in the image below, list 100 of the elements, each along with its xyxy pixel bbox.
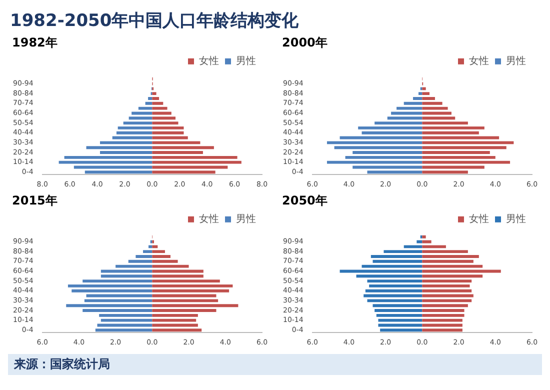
bar — [396, 106, 422, 110]
bar — [95, 328, 152, 332]
legend-label: 男性 — [506, 212, 526, 225]
bar — [422, 289, 472, 292]
bar — [352, 151, 422, 154]
bar — [152, 264, 189, 268]
bar — [66, 304, 152, 308]
bar — [152, 126, 184, 130]
bar — [152, 97, 160, 100]
bar — [404, 245, 422, 248]
text: 1982-2050年中国人口年龄结构变化 — [9, 10, 300, 33]
bar — [116, 131, 152, 134]
bar — [152, 280, 220, 283]
bar — [422, 160, 510, 164]
chart-title: 2015年 — [12, 193, 58, 208]
bar — [422, 280, 472, 283]
bar — [345, 156, 422, 159]
bar — [422, 314, 464, 317]
legend-label: 女性 — [199, 212, 219, 225]
bar — [152, 284, 233, 288]
chart-title: 2000年 — [282, 35, 328, 50]
legend-label: 男性 — [236, 54, 256, 67]
bar — [152, 318, 196, 322]
bar — [152, 304, 238, 308]
bar — [422, 274, 483, 278]
bar — [152, 141, 200, 144]
bar — [422, 97, 435, 100]
bar — [326, 160, 422, 164]
bar — [152, 131, 184, 134]
bar — [152, 122, 178, 125]
bar — [422, 255, 479, 258]
bar — [148, 245, 152, 248]
bar — [123, 122, 152, 125]
bar — [422, 299, 472, 302]
bar — [152, 146, 214, 150]
bar — [145, 102, 152, 105]
bar — [356, 274, 422, 278]
bar — [86, 146, 152, 150]
bar — [99, 314, 152, 317]
bar — [100, 274, 152, 278]
bar — [152, 151, 203, 154]
bar — [422, 245, 446, 248]
bar — [100, 318, 152, 322]
bar — [422, 250, 468, 254]
bar — [118, 126, 152, 130]
legend-label: 女性 — [199, 54, 219, 67]
bar — [82, 309, 152, 312]
bar — [422, 235, 426, 238]
bar — [72, 289, 152, 292]
bar — [413, 97, 422, 100]
bar — [64, 156, 152, 159]
bar — [422, 318, 462, 322]
bar — [374, 309, 422, 312]
bar — [152, 106, 168, 110]
bar — [422, 131, 479, 134]
bar — [334, 146, 422, 150]
source-note: 来源：国家统计局 — [14, 356, 111, 373]
bar — [387, 116, 422, 120]
bar — [326, 141, 422, 144]
bar — [128, 260, 152, 263]
legend-label: 女性 — [469, 54, 489, 67]
bar — [374, 122, 422, 125]
bar — [369, 284, 422, 288]
bar — [404, 102, 422, 105]
bar — [152, 255, 170, 258]
bar — [372, 304, 422, 308]
bar — [422, 264, 483, 268]
chart-title: 1982年 — [12, 35, 58, 50]
bar — [143, 250, 152, 254]
bar — [422, 309, 464, 312]
bar — [384, 250, 422, 254]
bar — [116, 264, 152, 268]
bar — [422, 102, 442, 105]
legend-label: 男性 — [506, 54, 526, 67]
bar — [152, 116, 176, 120]
bar — [378, 318, 422, 322]
bar — [422, 170, 468, 174]
bar — [365, 289, 422, 292]
bar — [422, 126, 484, 130]
bar — [422, 304, 468, 308]
bar — [422, 328, 462, 332]
bar — [152, 156, 238, 159]
bar — [152, 260, 178, 263]
bar — [152, 328, 202, 332]
bar — [68, 284, 152, 288]
bar — [372, 260, 422, 263]
bar — [422, 116, 456, 120]
bar — [367, 299, 422, 302]
bar — [422, 260, 474, 263]
bar — [422, 106, 448, 110]
bar — [82, 280, 152, 283]
bar — [152, 309, 216, 312]
bar — [422, 122, 468, 125]
bar — [358, 126, 422, 130]
bar — [422, 284, 470, 288]
bar — [152, 314, 198, 317]
bar — [152, 299, 218, 302]
legend-label: 女性 — [469, 212, 489, 225]
bar — [152, 160, 242, 164]
bar — [422, 151, 490, 154]
